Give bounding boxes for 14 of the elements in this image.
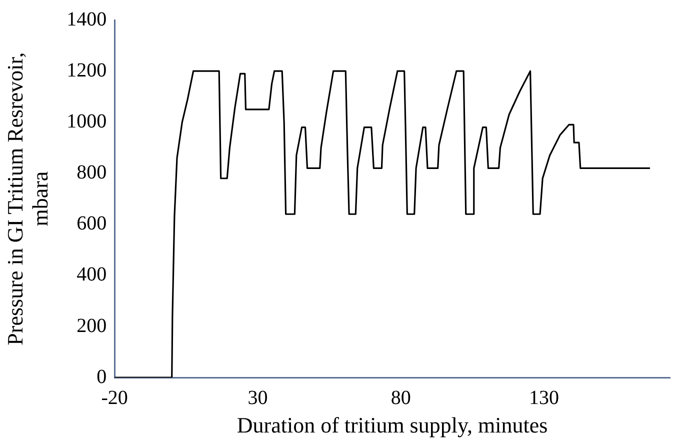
y-tick-label: 0 bbox=[96, 366, 107, 388]
y-tick-label: 200 bbox=[76, 314, 107, 337]
y-tick-label: 800 bbox=[76, 162, 107, 184]
x-tick-label: 30 bbox=[248, 386, 268, 409]
y-axis-title: Pressure in GI Tritium Resrevoir, mbara bbox=[2, 52, 53, 346]
y-tick-label: 400 bbox=[76, 264, 107, 286]
y-tick-label: 1400 bbox=[66, 8, 107, 30]
x-axis-title: Duration of tritium supply, minutes bbox=[236, 412, 548, 438]
x-tick-label: 80 bbox=[390, 386, 411, 409]
y-tick-label: 1200 bbox=[66, 59, 107, 82]
y-tick-label: 600 bbox=[76, 212, 107, 235]
x-tick-label: 130 bbox=[529, 386, 560, 409]
y-tick-label: 1000 bbox=[66, 110, 107, 132]
x-tick-label: -20 bbox=[101, 386, 128, 409]
